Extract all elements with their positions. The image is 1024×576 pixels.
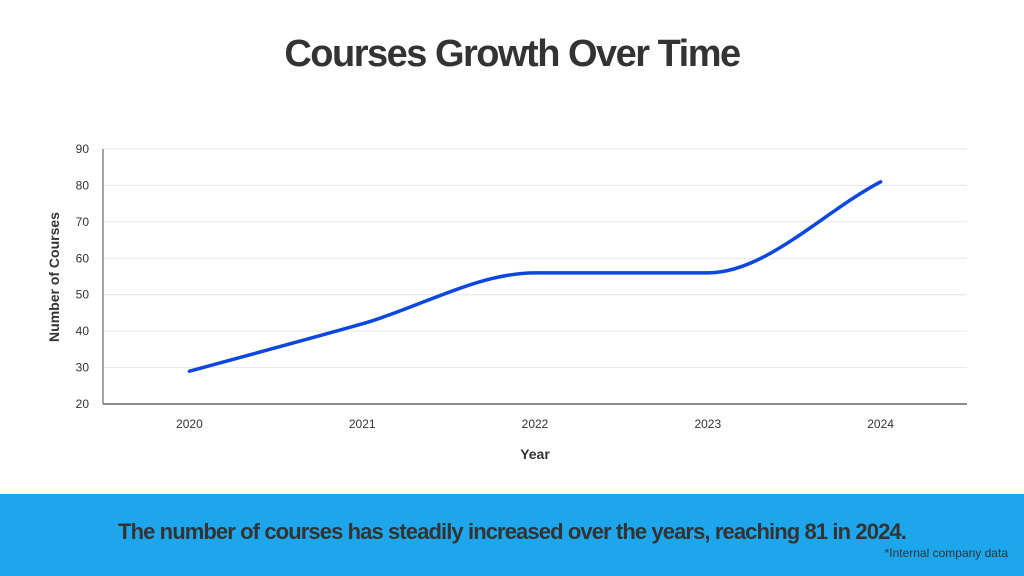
data-point xyxy=(360,322,364,326)
axes xyxy=(102,149,967,405)
x-axis-label: Year xyxy=(520,446,550,462)
y-tick-label: 60 xyxy=(76,251,90,265)
y-tick-label: 90 xyxy=(76,142,90,156)
y-tick-label: 80 xyxy=(76,178,90,192)
x-tick-labels: 2020 2021 2022 2023 2024 xyxy=(176,417,894,431)
x-tick-label: 2022 xyxy=(522,417,549,431)
x-tick-label: 2020 xyxy=(176,417,203,431)
line-chart: 20 30 40 50 60 70 80 90 2020 2021 2022 2023 2024 Ye… xyxy=(46,142,967,462)
series-line xyxy=(187,180,883,373)
chart-title: Courses Growth Over Time xyxy=(284,33,741,75)
source-note: *Internal company data xyxy=(884,546,1008,560)
summary-text: The number of courses has steadily incre… xyxy=(118,519,907,544)
data-point xyxy=(706,271,710,275)
chart-area: 20 30 40 50 60 70 80 90 2020 2021 2022 2023 2024 Ye… xyxy=(0,130,1024,480)
y-tick-label: 50 xyxy=(76,288,90,302)
data-point xyxy=(879,180,883,184)
y-tick-label: 40 xyxy=(76,324,90,338)
y-tick-label: 20 xyxy=(76,397,90,411)
x-tick-label: 2021 xyxy=(349,417,376,431)
y-tick-label: 30 xyxy=(76,361,90,375)
grid-lines xyxy=(103,148,967,369)
x-tick-label: 2024 xyxy=(867,417,894,431)
y-tick-label: 70 xyxy=(76,215,90,229)
summary-band: The number of courses has steadily incre… xyxy=(0,494,1024,576)
x-tick-label: 2023 xyxy=(694,417,721,431)
series-layer xyxy=(187,180,883,373)
y-axis-label: Number of Courses xyxy=(46,212,62,342)
data-point xyxy=(533,271,537,275)
y-tick-labels: 20 30 40 50 60 70 80 90 xyxy=(76,142,90,411)
data-point xyxy=(187,369,191,373)
